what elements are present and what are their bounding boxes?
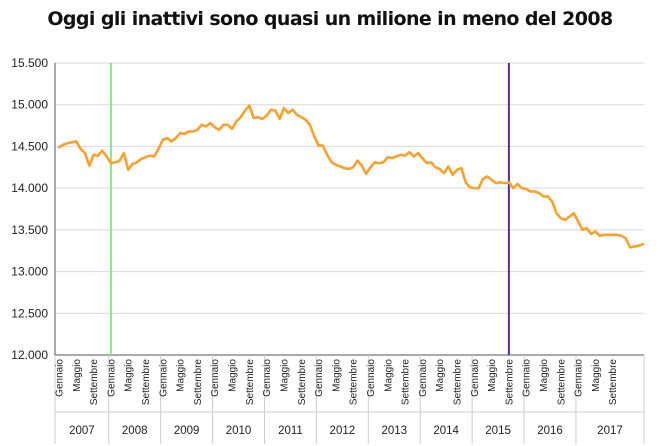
month-tick-label: Settembre bbox=[245, 359, 256, 406]
month-tick-label: Settembre bbox=[556, 359, 567, 406]
year-label: 2010 bbox=[226, 425, 252, 437]
y-tick-label: 12.000 bbox=[11, 348, 48, 362]
month-tick-label: Gennaio bbox=[366, 359, 377, 397]
year-label: 2017 bbox=[597, 425, 623, 437]
month-tick-label: Gennaio bbox=[55, 359, 66, 397]
year-label: 2015 bbox=[485, 425, 511, 437]
month-tick-label: Maggio bbox=[72, 359, 83, 392]
chart-title: Oggi gli inattivi sono quasi un milione … bbox=[47, 8, 613, 30]
year-label: 2007 bbox=[69, 425, 95, 437]
month-tick-label: Gennaio bbox=[262, 359, 273, 397]
y-tick-label: 14.000 bbox=[11, 181, 48, 195]
year-label: 2008 bbox=[122, 425, 148, 437]
y-tick-label: 12.500 bbox=[11, 306, 48, 320]
year-label: 2009 bbox=[174, 425, 200, 437]
month-tick-label: Maggio bbox=[124, 359, 135, 392]
month-tick-label: Maggio bbox=[331, 359, 342, 392]
month-tick-label: Settembre bbox=[297, 359, 308, 406]
month-tick-label: Maggio bbox=[279, 359, 290, 392]
year-label: 2014 bbox=[433, 425, 459, 437]
month-tick-label: Settembre bbox=[504, 359, 515, 406]
y-tick-label: 15.500 bbox=[11, 56, 48, 70]
y-tick-label: 14.500 bbox=[11, 139, 48, 153]
month-tick-label: Maggio bbox=[383, 359, 394, 392]
month-tick-label: Gennaio bbox=[158, 359, 169, 397]
month-tick-label: Gennaio bbox=[470, 359, 481, 397]
month-tick-label: Maggio bbox=[591, 359, 602, 392]
y-tick-label: 13.000 bbox=[11, 265, 48, 279]
series-line bbox=[57, 104, 645, 249]
month-tick-label: Settembre bbox=[401, 359, 412, 406]
month-tick-label: Gennaio bbox=[418, 359, 429, 397]
month-tick-label: Maggio bbox=[539, 359, 550, 392]
month-tick-label: Gennaio bbox=[106, 359, 117, 397]
month-tick-label: Settembre bbox=[141, 359, 152, 406]
year-label: 2011 bbox=[278, 425, 303, 437]
year-label: 2016 bbox=[537, 425, 563, 437]
month-tick-label: Settembre bbox=[452, 359, 463, 406]
month-tick-label: Settembre bbox=[349, 359, 360, 406]
month-tick-label: Gennaio bbox=[522, 359, 533, 397]
month-tick-label: Settembre bbox=[89, 359, 100, 406]
month-tick-label: Gennaio bbox=[574, 359, 585, 397]
month-tick-label: Gennaio bbox=[314, 359, 325, 397]
month-tick-label: Maggio bbox=[487, 359, 498, 392]
year-label: 2013 bbox=[381, 425, 407, 437]
year-label: 2012 bbox=[330, 425, 356, 437]
month-tick-label: Gennaio bbox=[210, 359, 221, 397]
month-tick-label: Maggio bbox=[228, 359, 239, 392]
month-tick-label: Maggio bbox=[176, 359, 187, 392]
y-tick-label: 15.000 bbox=[11, 98, 48, 112]
y-tick-label: 13.500 bbox=[11, 223, 48, 237]
month-tick-label: Maggio bbox=[435, 359, 446, 392]
month-tick-label: Settembre bbox=[608, 359, 619, 406]
month-tick-label: Settembre bbox=[193, 359, 204, 406]
